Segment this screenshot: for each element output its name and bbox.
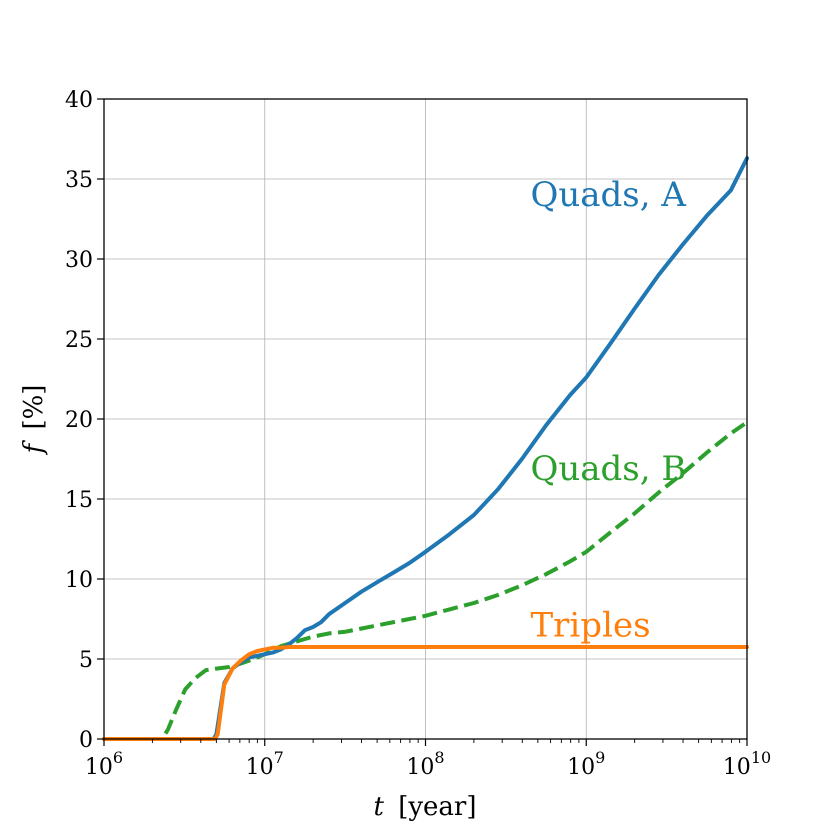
x-tick-label: 1010 <box>723 748 771 780</box>
x-axis-unit: [year] <box>398 792 476 822</box>
x-tick-base: 10 <box>85 755 113 780</box>
series-line-quads-a <box>102 156 749 741</box>
y-tick-label: 40 <box>65 88 93 113</box>
x-tick-base: 10 <box>406 755 434 780</box>
y-tick-label: 0 <box>79 728 93 753</box>
series-annotation: Quads, B <box>531 449 687 489</box>
x-tick-exponent: 10 <box>751 748 771 767</box>
y-tick-label: 35 <box>65 168 93 193</box>
y-tick-label: 10 <box>65 568 93 593</box>
x-axis-var: t <box>373 792 384 822</box>
x-tick-exponent: 6 <box>113 748 123 767</box>
x-tick-label: 108 <box>406 748 444 780</box>
x-tick-label: 106 <box>85 748 123 780</box>
x-tick-exponent: 9 <box>595 748 605 767</box>
x-tick-exponent: 8 <box>434 748 444 767</box>
x-tick-label: 107 <box>246 748 284 780</box>
y-tick-label: 20 <box>65 408 93 433</box>
x-tick-exponent: 7 <box>274 748 284 767</box>
series-annotations: Quads, A Quads, B Triples <box>531 175 687 645</box>
y-axis-var: f <box>19 439 49 455</box>
y-tick-label: 25 <box>65 328 93 353</box>
x-tick-base: 10 <box>246 755 274 780</box>
y-tick-label: 30 <box>65 248 93 273</box>
y-axis-unit: [%] <box>19 385 49 430</box>
series-annotation: Triples <box>531 606 651 646</box>
x-tick-base: 10 <box>567 755 595 780</box>
series-line-quads-b <box>104 420 749 741</box>
y-tick-label: 15 <box>65 488 93 513</box>
y-axis-label: f [%] <box>19 385 49 456</box>
series-lines <box>102 156 749 741</box>
series-line-triples <box>102 645 749 741</box>
series-annotation: Quads, A <box>531 175 687 215</box>
x-tick-label: 109 <box>567 748 605 780</box>
y-tick-label: 5 <box>79 648 93 673</box>
x-axis-label: t [year] <box>373 792 476 822</box>
x-tick-base: 10 <box>723 755 751 780</box>
